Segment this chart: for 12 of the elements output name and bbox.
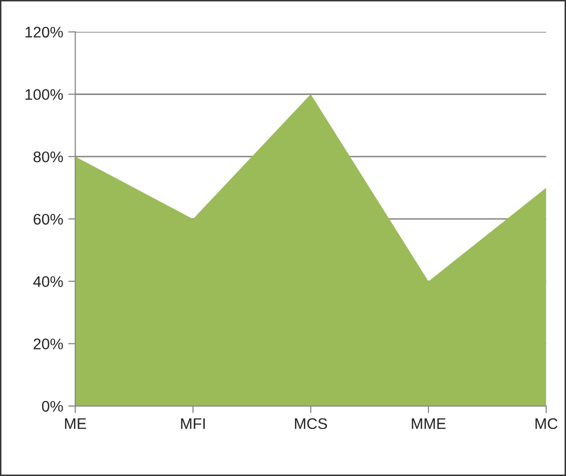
- y-tick-label: 60%: [34, 214, 63, 225]
- y-tick-label: 100%: [26, 89, 63, 100]
- y-tick-label: 0%: [42, 400, 63, 412]
- x-tick-label: MCS: [295, 418, 328, 430]
- x-tick-label: MC: [536, 418, 558, 430]
- y-tick-label: 40%: [33, 276, 63, 287]
- y-tick-label: 80%: [34, 151, 63, 162]
- y-tick-label: 20%: [34, 338, 63, 350]
- y-tick-label: 120%: [26, 26, 63, 38]
- x-tick-label: MME: [412, 418, 446, 429]
- x-tick-label: MFI: [181, 418, 205, 429]
- x-tick-label: ME: [65, 418, 86, 429]
